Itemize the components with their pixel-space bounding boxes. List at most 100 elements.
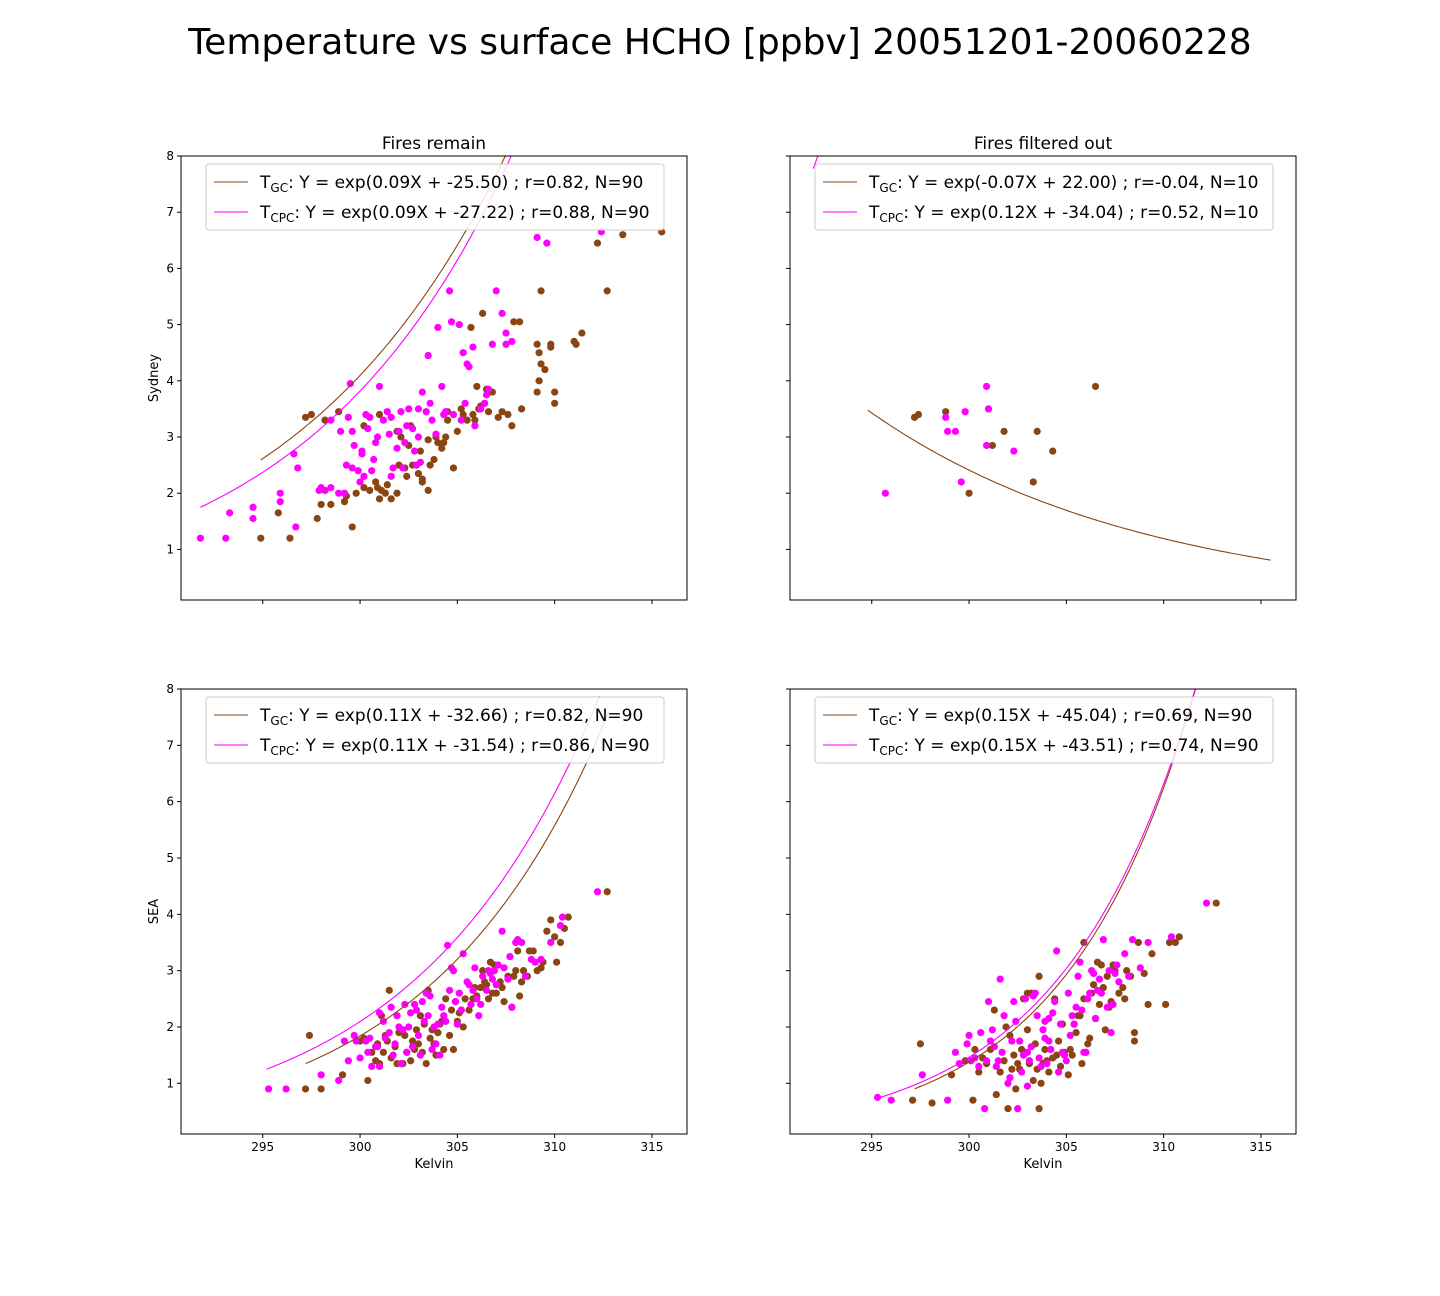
data-point-cpc <box>294 464 302 472</box>
data-point-cpc <box>249 503 257 511</box>
panel-title: Fires remain <box>382 134 486 154</box>
data-point-cpc <box>1017 1068 1026 1076</box>
legend-entry-cpc: TCPC: Y = exp(0.09X + -27.22) ; r=0.88, … <box>259 203 650 225</box>
data-point-gc <box>1162 1000 1170 1009</box>
data-point-cpc <box>375 1009 384 1017</box>
data-point-cpc <box>340 1037 349 1045</box>
legend-symbol: T <box>868 736 880 756</box>
data-point-gc <box>407 1057 415 1065</box>
data-point-cpc <box>327 483 335 492</box>
data-point-gc <box>990 1006 998 1014</box>
data-point-cpc <box>1045 1037 1053 1045</box>
data-point-gc <box>383 481 391 489</box>
data-point-cpc <box>502 329 510 337</box>
data-point-cpc <box>459 349 467 357</box>
data-point-cpc <box>1037 1062 1045 1071</box>
data-point-cpc <box>1064 989 1072 997</box>
data-point-gc <box>484 408 493 416</box>
data-point-gc <box>537 287 545 295</box>
x-tick-label: 305 <box>1055 1140 1078 1154</box>
data-point-cpc <box>1103 1003 1111 1011</box>
data-point-gc <box>1004 1105 1012 1113</box>
data-point-gc <box>257 534 265 542</box>
data-point-cpc <box>457 1006 465 1014</box>
data-point-cpc <box>410 1000 419 1009</box>
data-point-cpc <box>420 1017 428 1025</box>
data-point-cpc <box>405 405 413 413</box>
data-point-gc <box>969 1096 977 1104</box>
data-point-gc <box>340 498 349 506</box>
y-tick-label: 7 <box>166 205 174 219</box>
data-point-cpc <box>356 1054 364 1062</box>
data-point-cpc <box>397 1059 405 1068</box>
data-point-cpc <box>432 430 440 438</box>
data-point-cpc <box>457 416 465 424</box>
data-point-cpc <box>1115 978 1123 986</box>
data-point-cpc <box>445 287 454 295</box>
data-point-gc <box>1115 989 1123 997</box>
data-point-cpc <box>1111 969 1119 978</box>
y-tick-label: 3 <box>166 430 174 444</box>
x-axis-label: Kelvin <box>414 1157 453 1172</box>
fit-line-cpc <box>266 695 600 1070</box>
data-point-cpc <box>373 433 382 441</box>
legend: TGC: Y = exp(-0.07X + 22.00) ; r=-0.04, … <box>814 163 1274 231</box>
data-point-cpc <box>1090 969 1098 978</box>
data-point-gc <box>444 416 452 424</box>
data-point-gc <box>1066 1045 1074 1054</box>
data-point-cpc <box>467 1000 475 1009</box>
data-point-gc <box>1045 1068 1053 1076</box>
data-point-cpc <box>455 321 463 329</box>
data-point-gc <box>442 433 450 441</box>
fit-line-gc <box>867 409 1271 561</box>
data-point-cpc <box>226 509 234 517</box>
data-point-gc <box>535 377 543 385</box>
data-point-cpc <box>547 938 555 947</box>
data-point-gc <box>375 495 384 503</box>
data-point-gc <box>1074 1012 1082 1020</box>
data-point-gc <box>461 995 469 1003</box>
data-point-cpc <box>354 467 362 475</box>
data-point-gc <box>1054 1037 1063 1045</box>
data-point-cpc <box>414 1031 423 1040</box>
data-point-gc <box>430 455 438 464</box>
data-point-cpc <box>944 427 952 435</box>
data-point-cpc <box>965 1031 973 1040</box>
data-point-cpc <box>981 1105 989 1113</box>
data-point-gc <box>928 1099 936 1107</box>
legend-entry-gc: TGC: Y = exp(0.15X + -45.04) ; r=0.69, N… <box>868 706 1252 728</box>
data-point-cpc <box>1010 998 1018 1006</box>
data-point-cpc <box>533 233 541 242</box>
data-point-cpc <box>368 1062 376 1071</box>
data-point-cpc <box>282 1085 290 1093</box>
data-point-gc <box>449 1045 458 1054</box>
data-point-cpc <box>432 1040 440 1048</box>
data-point-gc <box>1130 1037 1139 1045</box>
data-point-cpc <box>358 447 366 455</box>
data-point-cpc <box>393 1012 401 1020</box>
data-point-gc <box>418 475 426 483</box>
data-point-cpc <box>488 975 496 983</box>
data-point-gc <box>412 1026 421 1034</box>
data-point-cpc <box>1076 958 1084 966</box>
y-tick-label: 5 <box>166 318 174 332</box>
data-point-gc <box>992 1090 1000 1099</box>
data-point-gc <box>338 1071 347 1079</box>
data-point-cpc <box>1121 950 1129 958</box>
data-point-cpc <box>1033 1012 1041 1020</box>
data-point-cpc <box>447 318 456 326</box>
data-point-cpc <box>961 408 969 416</box>
x-axis-label: Kelvin <box>1023 1157 1062 1172</box>
data-point-gc <box>440 1045 448 1054</box>
data-point-cpc <box>418 998 426 1006</box>
data-point-cpc <box>1053 947 1061 955</box>
data-point-gc <box>971 1045 979 1054</box>
data-point-cpc <box>477 405 485 413</box>
data-point-gc <box>914 410 923 419</box>
x-tick-label: 305 <box>446 1140 469 1154</box>
data-point-gc <box>1029 1076 1037 1085</box>
y-tick-label: 4 <box>166 907 174 921</box>
data-point-cpc <box>385 430 393 438</box>
data-point-gc <box>393 489 401 497</box>
data-point-cpc <box>391 1040 399 1048</box>
